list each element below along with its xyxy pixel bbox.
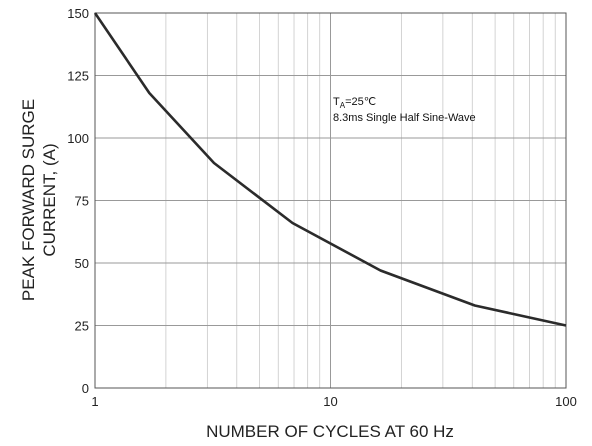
annotation: TA=25℃ 8.3ms Single Half Sine-Wave: [333, 96, 476, 124]
x-tick-label: 1: [91, 394, 98, 409]
x-tick-label: 100: [555, 394, 577, 409]
x-tick-label: 10: [323, 394, 337, 409]
y-axis-label-line-2: CURRENT, (A): [40, 143, 59, 256]
annotation-t: T: [333, 96, 340, 108]
y-tick-label: 100: [67, 131, 89, 146]
annotation-temp: =25℃: [345, 96, 376, 108]
y-tick-label: 50: [75, 256, 89, 271]
y-axis-label-line-1: PEAK FORWARD SURGE: [19, 99, 38, 301]
x-axis-label: NUMBER OF CYCLES AT 60 Hz: [206, 422, 454, 441]
series-line: [93, 12, 567, 327]
y-tick-label: 125: [67, 69, 89, 84]
plot-frame: [94, 12, 567, 389]
annotation-subscript: A: [340, 101, 346, 110]
y-tick-label: 0: [82, 381, 89, 396]
annotation-line-1: TA=25℃: [333, 96, 376, 110]
grid-lines: [94, 12, 567, 389]
y-tick-label: 75: [75, 194, 89, 209]
annotation-line-2: 8.3ms Single Half Sine-Wave: [333, 112, 476, 124]
tick-labels: 0 25 50 75 100 125 150 1 10 100: [67, 6, 577, 409]
y-tick-label: 25: [75, 319, 89, 334]
y-tick-label: 150: [67, 6, 89, 21]
